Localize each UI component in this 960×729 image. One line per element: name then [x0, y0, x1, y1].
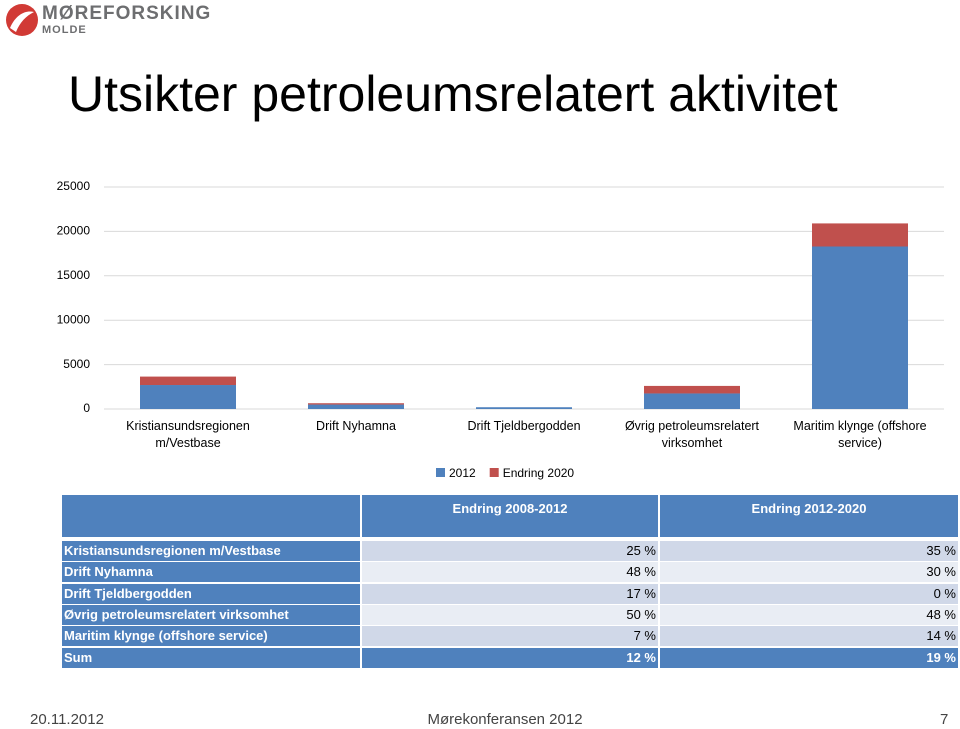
bar-segment [644, 393, 740, 409]
table-row-label: Drift Nyhamna [62, 562, 360, 583]
logo-sub: MOLDE [42, 24, 87, 36]
logo-name: MØREFORSKING [42, 3, 211, 24]
table-header-cell: Endring 2008-2012 [362, 495, 658, 537]
table-row-label: Kristiansundsregionen m/Vestbase [62, 541, 360, 561]
y-tick-label: 20000 [57, 224, 91, 238]
bar-segment [140, 376, 236, 386]
table-cell: 19 % [660, 647, 958, 668]
bar-segment [308, 404, 404, 409]
table-cell: 48 % [362, 562, 658, 583]
table-header-cell [62, 495, 360, 537]
bar-segment [812, 246, 908, 409]
bar-segment [644, 385, 740, 394]
x-tick-label: Kristiansundsregionen m/Vestbase [126, 419, 250, 450]
y-tick-label: 25000 [57, 179, 91, 193]
footer-date: 20.11.2012 [30, 711, 104, 728]
table-cell: 35 % [660, 541, 958, 561]
footer-event: Mørekonferansen 2012 [427, 711, 583, 728]
table-cell: 25 % [362, 541, 658, 561]
y-tick-label: 10000 [57, 312, 91, 326]
footer-page: 7 [940, 711, 949, 728]
table-row-label: Øvrig petroleumsrelatert virksomhet [62, 604, 360, 625]
x-tick-label: Drift Tjeldbergodden [467, 419, 581, 433]
x-tick-label: Maritim klynge (offshore service) [793, 419, 927, 450]
table-cell: 14 % [660, 626, 958, 647]
logo-swoosh [10, 11, 34, 32]
legend-swatch [436, 468, 445, 477]
table-header-cell: Endring 2012-2020 [660, 495, 958, 537]
x-tick-label: Øvrig petroleumsrelatert virksomhet [624, 419, 760, 450]
y-tick-label: 0 [83, 401, 90, 415]
table-cell: 30 % [660, 562, 958, 583]
x-tick-label: Drift Nyhamna [316, 419, 396, 433]
bar-segment [476, 407, 572, 409]
table-row-label: Maritim klynge (offshore service) [62, 626, 360, 647]
table-row-label: Drift Tjeldbergodden [62, 583, 360, 604]
table-cell: 0 % [660, 583, 958, 604]
table-cell: 12 % [362, 647, 658, 668]
table-cell: 48 % [660, 604, 958, 625]
bar-segment [812, 223, 908, 247]
table-row-label: Sum [62, 647, 360, 668]
table-cell: 7 % [362, 626, 658, 647]
table-cell: 17 % [362, 583, 658, 604]
y-tick-label: 5000 [63, 357, 90, 371]
bar-segment [308, 403, 404, 405]
bar-segment [140, 385, 236, 409]
slide-title: Utsikter petroleumsrelatert aktivitet [68, 66, 838, 122]
legend-label: Endring 2020 [503, 466, 575, 480]
y-tick-label: 15000 [57, 268, 91, 282]
table-cell: 50 % [362, 604, 658, 625]
legend-label: 2012 [449, 466, 476, 480]
legend-swatch [489, 468, 499, 477]
